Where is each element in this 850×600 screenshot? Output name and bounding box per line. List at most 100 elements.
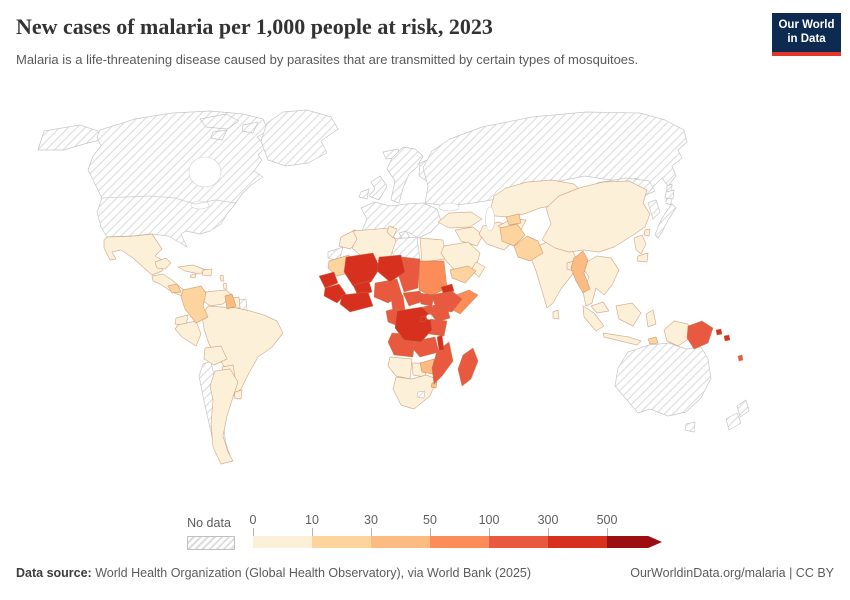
country-pakistan[interactable] [513, 235, 544, 262]
country-arctic-island[interactable] [241, 121, 259, 134]
country-indonesia-papua[interactable] [663, 320, 691, 347]
legend-tick-label: 10 [305, 513, 319, 527]
region-cote-divoire-ghana[interactable] [339, 291, 374, 313]
legend-tick [371, 528, 372, 536]
country-uk[interactable] [368, 175, 388, 201]
country-hokkaido[interactable] [664, 189, 675, 200]
country-philippines-mindanao[interactable] [636, 252, 649, 263]
country-guyana[interactable] [224, 293, 237, 310]
country-brazil[interactable] [201, 305, 284, 398]
owid-logo[interactable]: Our World in Data [772, 13, 841, 56]
data-source-value: World Health Organization (Global Health… [91, 566, 532, 580]
owid-logo-line1: Our World [778, 19, 835, 32]
country-taiwan[interactable] [643, 228, 651, 237]
legend-segment-100-300[interactable] [489, 536, 548, 548]
country-philippines[interactable] [633, 234, 647, 255]
country-tasmania[interactable] [684, 421, 696, 433]
country-kenya[interactable] [430, 304, 451, 323]
country-indonesia-java[interactable] [602, 332, 642, 346]
country-senegal[interactable] [318, 271, 339, 289]
country-colombia[interactable] [180, 285, 209, 324]
country-arctic-island[interactable] [210, 129, 228, 141]
country-nicaragua[interactable] [167, 283, 182, 294]
chart-subtitle: Malaria is a life-threatening disease ca… [16, 52, 639, 67]
country-arctic-island[interactable] [199, 113, 240, 130]
country-antilles[interactable] [222, 282, 228, 290]
legend-colorbar[interactable] [253, 536, 662, 548]
country-greenland[interactable] [260, 109, 339, 167]
country-australia[interactable] [614, 342, 712, 417]
legend-segment-10-30[interactable] [312, 536, 371, 548]
country-bolivia[interactable] [203, 345, 228, 366]
license-link[interactable]: OurWorldinData.org/malaria | CC BY [630, 566, 834, 580]
country-solomon-islands[interactable] [715, 328, 723, 336]
legend-segment-0-10[interactable] [253, 536, 312, 548]
legend-tick-label: 0 [249, 513, 257, 527]
country-mexico-yucatan[interactable] [154, 257, 172, 270]
country-canada-usa[interactable] [87, 110, 269, 248]
country-uruguay[interactable] [233, 389, 243, 400]
owid-logo-accent-bar [772, 52, 841, 56]
country-argentina[interactable] [209, 368, 239, 465]
region-syria-iraq[interactable] [454, 226, 484, 247]
legend-segment-50-100[interactable] [430, 536, 489, 548]
country-turkey[interactable] [437, 211, 483, 229]
country-hispaniola[interactable] [201, 268, 213, 277]
country-tajikistan[interactable] [505, 213, 522, 226]
country-sudan[interactable] [418, 260, 448, 297]
country-eritrea[interactable] [440, 283, 455, 294]
region-rwanda-burundi[interactable] [419, 315, 427, 323]
country-mali[interactable] [343, 252, 381, 287]
country-myanmar[interactable] [570, 250, 591, 294]
country-namibia[interactable] [387, 356, 413, 380]
country-niger[interactable] [376, 254, 406, 283]
legend-tick [312, 528, 313, 536]
country-solomon-islands[interactable] [723, 334, 731, 342]
country-papua-new-guinea[interactable] [686, 320, 714, 350]
country-ireland[interactable] [358, 188, 370, 200]
no-data-swatch[interactable] [187, 536, 235, 550]
country-jamaica[interactable] [189, 273, 197, 279]
legend-tick [489, 528, 490, 536]
country-zimbabwe[interactable] [419, 358, 435, 375]
country-indonesia-borneo[interactable] [615, 302, 642, 327]
country-oman[interactable] [470, 261, 486, 278]
country-new-zealand[interactable] [736, 399, 750, 418]
country-antilles[interactable] [219, 274, 225, 282]
country-mexico[interactable] [103, 233, 167, 276]
region-central-america[interactable] [151, 273, 187, 297]
legend-segment-30-50[interactable] [371, 536, 430, 548]
country-cuba[interactable] [177, 264, 207, 275]
country-lesotho[interactable] [416, 390, 426, 399]
country-afghanistan[interactable] [499, 223, 526, 247]
legend-tick [607, 528, 608, 536]
country-madagascar[interactable] [457, 347, 479, 387]
legend-tick-label: 300 [537, 513, 559, 527]
country-sri-lanka[interactable] [552, 309, 560, 320]
country-vanuatu[interactable] [737, 354, 744, 362]
country-timor-leste[interactable] [647, 336, 659, 345]
country-peru[interactable] [174, 320, 202, 347]
country-china[interactable] [541, 180, 651, 253]
country-tunisia[interactable] [386, 225, 398, 239]
no-data-label: No data [187, 516, 231, 530]
country-french-guiana[interactable] [238, 298, 248, 311]
country-alaska[interactable] [37, 124, 101, 151]
region-indochina[interactable] [582, 255, 620, 307]
country-indonesia-sulawesi[interactable] [645, 309, 657, 328]
legend-segment-300-500[interactable] [548, 536, 607, 548]
country-malawi[interactable] [436, 334, 445, 351]
country-south-africa[interactable] [392, 374, 438, 410]
country-korea[interactable] [647, 199, 661, 220]
country-mozambique[interactable] [431, 341, 454, 385]
country-south-sudan[interactable] [418, 292, 435, 307]
country-new-zealand[interactable] [725, 412, 742, 431]
country-malaysia[interactable] [590, 301, 610, 314]
country-indonesia-sumatra[interactable] [582, 305, 605, 332]
country-yemen[interactable] [449, 265, 477, 284]
country-scandinavia[interactable] [386, 146, 424, 204]
legend-segment-500-plus[interactable] [607, 536, 662, 548]
country-japan[interactable] [654, 203, 677, 239]
country-dr-congo[interactable] [394, 306, 433, 343]
